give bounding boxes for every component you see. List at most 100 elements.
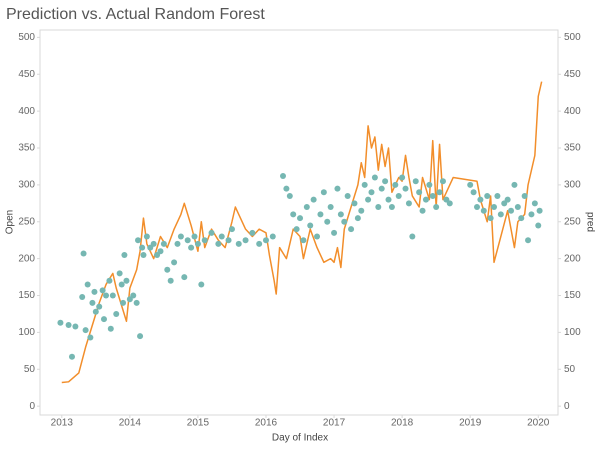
- scatter-point: [409, 233, 416, 240]
- scatter-point: [480, 207, 487, 214]
- scatter-point: [283, 185, 290, 192]
- scatter-point: [385, 196, 392, 203]
- scatter-point: [194, 240, 201, 247]
- scatter-point: [467, 181, 474, 188]
- scatter-point: [375, 204, 382, 211]
- scatter-point: [470, 189, 477, 196]
- scatter-point: [439, 178, 446, 185]
- scatter-point: [68, 353, 75, 360]
- scatter-point: [135, 237, 142, 244]
- scatter-point: [508, 207, 515, 214]
- scatter-point: [99, 287, 106, 294]
- y2-tick-label: 0: [564, 401, 570, 412]
- scatter-point: [399, 174, 406, 181]
- scatter-point: [348, 226, 355, 233]
- scatter-point: [133, 299, 140, 306]
- scatter-point: [121, 251, 128, 258]
- scatter-point: [262, 237, 269, 244]
- y2-tick-label: 450: [564, 69, 581, 80]
- scatter-point: [118, 281, 125, 288]
- y2-tick-label: 150: [564, 290, 581, 301]
- scatter-point: [181, 274, 188, 281]
- scatter-point: [320, 189, 327, 196]
- x-tick-label: 2018: [391, 418, 414, 429]
- scatter-point: [382, 178, 389, 185]
- scatter-point: [140, 251, 147, 258]
- scatter-point: [235, 240, 242, 247]
- scatter-point: [419, 207, 426, 214]
- y2-tick-label: 500: [564, 32, 581, 43]
- y-tick-label: 50: [24, 364, 36, 375]
- scatter-point: [344, 192, 351, 199]
- scatter-point: [511, 181, 518, 188]
- scatter-point: [354, 215, 361, 222]
- scatter-point: [405, 200, 412, 207]
- scatter-point: [536, 207, 543, 214]
- scatter-point: [528, 211, 535, 218]
- scatter-point: [293, 226, 300, 233]
- scatter-point: [72, 323, 79, 330]
- y-axis-title: Open: [5, 210, 16, 234]
- scatter-point: [378, 185, 385, 192]
- y-tick-label: 500: [18, 32, 35, 43]
- scatter-point: [191, 233, 198, 240]
- y-tick-label: 250: [18, 216, 35, 227]
- scatter-point: [242, 237, 249, 244]
- scatter-point: [87, 334, 94, 341]
- scatter-point: [504, 196, 511, 203]
- scatter-point: [208, 229, 215, 236]
- y-tick-label: 450: [18, 69, 35, 80]
- y-tick-label: 150: [18, 290, 35, 301]
- y-tick-label: 300: [18, 180, 35, 191]
- scatter-point: [215, 240, 222, 247]
- scatter-point: [395, 192, 402, 199]
- y2-tick-label: 400: [564, 106, 581, 117]
- scatter-point: [201, 237, 208, 244]
- scatter-point: [91, 288, 98, 295]
- scatter-point: [358, 207, 365, 214]
- scatter-point: [92, 308, 99, 315]
- scatter-point: [436, 189, 443, 196]
- scatter-point: [297, 215, 304, 222]
- scatter-point: [290, 211, 297, 218]
- scatter-point: [160, 240, 167, 247]
- scatter-point: [487, 215, 494, 222]
- x-tick-label: 2020: [527, 418, 550, 429]
- scatter-point: [494, 192, 501, 199]
- scatter-point: [491, 204, 498, 211]
- scatter-point: [324, 218, 331, 225]
- scatter-point: [218, 233, 225, 240]
- scatter-point: [392, 181, 399, 188]
- scatter-point: [525, 237, 532, 244]
- y2-axis-title: pred: [584, 212, 595, 232]
- scatter-point: [171, 259, 178, 266]
- scatter-point: [188, 244, 195, 251]
- scatter-point: [371, 174, 378, 181]
- scatter-point: [531, 200, 538, 207]
- scatter-point: [84, 281, 91, 288]
- scatter-point: [139, 244, 146, 251]
- scatter-point: [514, 204, 521, 211]
- x-tick-label: 2015: [187, 418, 210, 429]
- scatter-point: [521, 192, 528, 199]
- scatter-point: [225, 237, 232, 244]
- scatter-point: [286, 192, 293, 199]
- scatter-point: [331, 229, 338, 236]
- plot-frame: [39, 29, 559, 416]
- scatter-point: [535, 222, 542, 229]
- chart-title: Prediction vs. Actual Random Forest: [6, 6, 265, 23]
- scatter-point: [361, 181, 368, 188]
- x-axis-title: Day of Index: [272, 433, 328, 444]
- scatter-point: [116, 270, 123, 277]
- scatter-point: [422, 196, 429, 203]
- scatter-point: [228, 226, 235, 233]
- scatter-point: [416, 189, 423, 196]
- y-tick-label: 200: [18, 253, 35, 264]
- scatter-point: [269, 233, 276, 240]
- scatter-point: [57, 319, 64, 326]
- scatter-point: [310, 196, 317, 203]
- scatter-point: [484, 192, 491, 199]
- scatter-point: [143, 233, 150, 240]
- scatter-point: [79, 293, 86, 300]
